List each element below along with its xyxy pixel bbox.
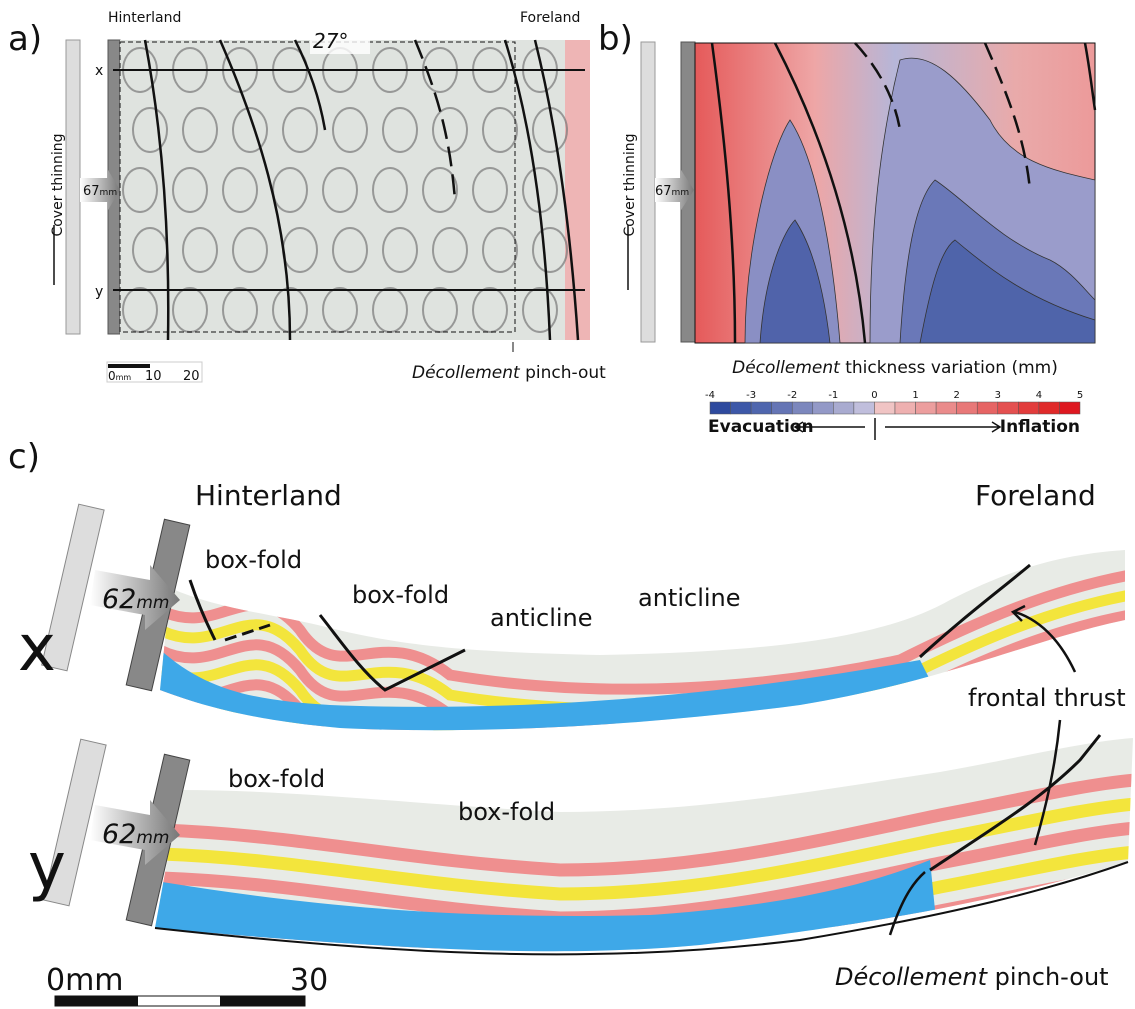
colorbar-swatch bbox=[936, 402, 957, 414]
shortening-value: 62 bbox=[102, 819, 136, 850]
colorbar: -4 -3 -2 -1 0 1 2 3 4 5 bbox=[705, 390, 1083, 414]
colorbar-title: Décollement thickness variation (mm) bbox=[732, 358, 1058, 378]
page: a) Hinterland Foreland 67mm Cover thinni… bbox=[0, 0, 1135, 1009]
scale-bar bbox=[108, 364, 150, 368]
shortening-value: 67 bbox=[83, 184, 100, 199]
pinch-term: Décollement bbox=[412, 363, 521, 383]
shortening-unit: mm bbox=[136, 828, 169, 848]
colorbar-tick-label: -2 bbox=[787, 390, 797, 401]
colorbar-tick-label: 3 bbox=[995, 390, 1001, 401]
colorbar-swatch bbox=[792, 402, 813, 414]
colorbar-swatch bbox=[977, 402, 998, 414]
colorbar-swatch bbox=[1018, 402, 1039, 414]
inflation-label: Inflation bbox=[1000, 417, 1080, 437]
annotation: box-fold bbox=[352, 581, 449, 609]
shortening-unit: mm bbox=[100, 188, 118, 198]
colorbar-tick-label: 2 bbox=[953, 390, 959, 401]
rotation: 27° bbox=[313, 29, 348, 53]
pinch-term: Décollement bbox=[835, 963, 989, 991]
title-text: thickness variation (mm) bbox=[845, 358, 1058, 378]
pinch-out-label: Décollement pinch-out bbox=[835, 963, 1109, 991]
annotation: anticline bbox=[490, 604, 593, 632]
scale-bar-seg bbox=[55, 996, 138, 1006]
hinterland-label: Hinterland bbox=[108, 10, 181, 26]
annotation: box-fold bbox=[205, 546, 302, 574]
backstop bbox=[66, 40, 80, 334]
photo bbox=[120, 40, 590, 340]
colorbar-swatch bbox=[998, 402, 1019, 414]
scale-zero: 0 bbox=[108, 369, 116, 383]
colorbar-swatch bbox=[813, 402, 834, 414]
section-x-label: x bbox=[95, 63, 103, 79]
annotation: box-fold bbox=[228, 765, 325, 793]
shortening-unit: mm bbox=[672, 188, 690, 198]
colorbar-swatch bbox=[710, 402, 731, 414]
colorbar-swatch bbox=[895, 402, 916, 414]
evac-inflation-arrows bbox=[795, 418, 1000, 440]
frontal-thrust-label: frontal thrust bbox=[968, 684, 1126, 712]
section-label: y bbox=[28, 830, 66, 904]
pink-strip bbox=[565, 40, 590, 340]
colorbar-swatch bbox=[833, 402, 854, 414]
colorbar-swatch bbox=[731, 402, 752, 414]
pinch-text: pinch-out bbox=[995, 963, 1109, 991]
pinch-text: pinch-out bbox=[525, 363, 606, 383]
title-term: Décollement bbox=[732, 358, 841, 378]
colorbar-tick-label: 4 bbox=[1036, 390, 1042, 401]
pinch-out-label: Décollement pinch-out bbox=[412, 363, 606, 383]
colorbar-swatch bbox=[1059, 402, 1080, 414]
colorbar-tick-label: -1 bbox=[828, 390, 838, 401]
section-y-label: y bbox=[95, 284, 103, 300]
hinterland-label: Hinterland bbox=[195, 479, 342, 512]
panel-label: c) bbox=[8, 437, 40, 477]
shortening-value: 67 bbox=[655, 184, 672, 199]
colorbar-swatch bbox=[1039, 402, 1060, 414]
colorbar-swatch bbox=[916, 402, 937, 414]
scale-mid: 10 bbox=[145, 369, 162, 384]
colorbar-swatch bbox=[772, 402, 793, 414]
colorbar-tick-label: 1 bbox=[912, 390, 918, 401]
figure: a) Hinterland Foreland 67mm Cover thinni… bbox=[0, 0, 1135, 1009]
shortening-unit: mm bbox=[136, 593, 169, 613]
foreland-label: Foreland bbox=[975, 479, 1096, 512]
colorbar-swatch bbox=[874, 402, 895, 414]
shortening-value: 62 bbox=[102, 584, 136, 615]
colorbar-swatch bbox=[854, 402, 875, 414]
annotation: box-fold bbox=[458, 798, 555, 826]
scale-bar-seg bbox=[220, 996, 305, 1006]
panel-label: b) bbox=[598, 19, 633, 59]
backstop bbox=[641, 42, 655, 342]
panel-label: a) bbox=[8, 19, 42, 59]
scale-end: 30 bbox=[290, 963, 328, 998]
section-x bbox=[150, 540, 1135, 789]
foreland-label: Foreland bbox=[520, 10, 580, 26]
side-label: Cover thinning bbox=[50, 133, 66, 236]
scale-unit: mm bbox=[116, 373, 132, 382]
colorbar-swatch bbox=[957, 402, 978, 414]
colorbar-tick-label: -3 bbox=[746, 390, 756, 401]
colorbar-swatch bbox=[751, 402, 772, 414]
colorbar-tick-label: 0 bbox=[871, 390, 877, 401]
side-label: Cover thinning bbox=[622, 133, 638, 236]
annotation: anticline bbox=[638, 584, 741, 612]
colorbar-tick-label: -4 bbox=[705, 390, 715, 401]
section-label: x bbox=[18, 612, 56, 686]
scale-end: 20 bbox=[183, 369, 200, 384]
colorbar-tick-label: 5 bbox=[1077, 390, 1083, 401]
scale-start: 0mm bbox=[46, 963, 124, 998]
